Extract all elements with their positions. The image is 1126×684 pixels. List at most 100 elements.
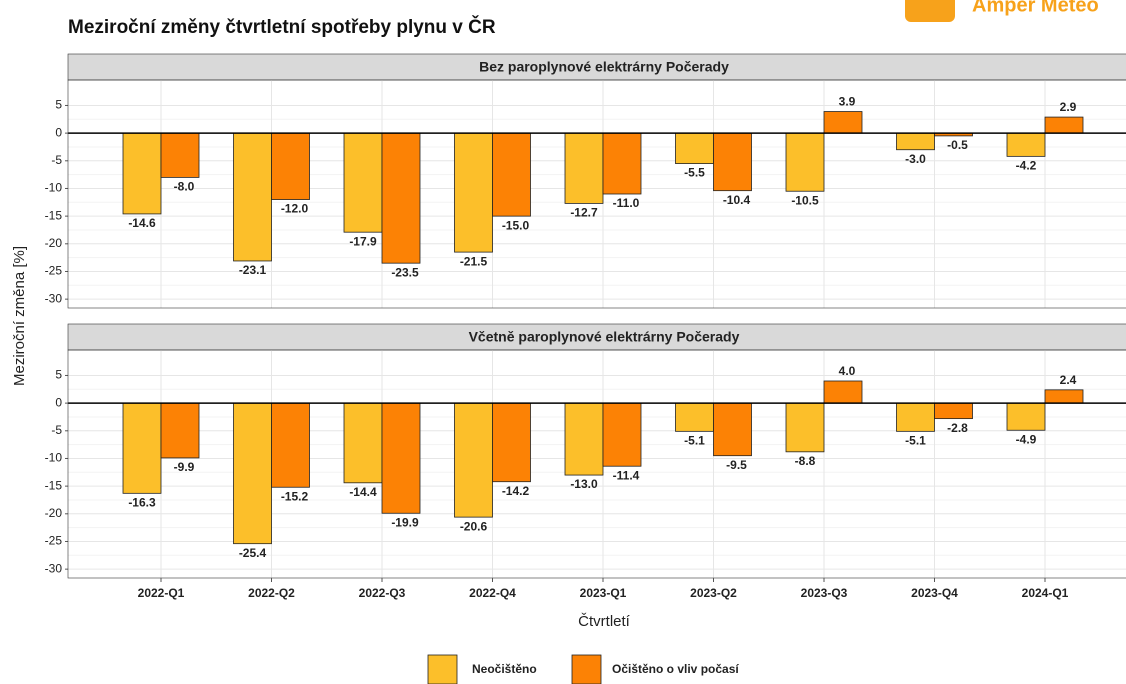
legend-label: Neočištěno bbox=[472, 662, 537, 676]
chart-title: Meziroční změny čtvrtletní spotřeby plyn… bbox=[68, 16, 496, 38]
y-tick-label: -30 bbox=[45, 291, 63, 305]
x-tick-label: 2023-Q3 bbox=[801, 586, 848, 600]
data-label: -14.2 bbox=[502, 484, 530, 498]
data-label: -12.0 bbox=[281, 202, 309, 216]
x-tick-label: 2024-Q1 bbox=[1022, 586, 1069, 600]
bar bbox=[160, 402, 200, 459]
bar bbox=[675, 402, 714, 432]
data-label: -23.5 bbox=[391, 265, 419, 279]
y-tick-label: -15 bbox=[45, 478, 63, 492]
data-label: -0.5 bbox=[947, 138, 968, 152]
data-label: -9.9 bbox=[174, 460, 195, 474]
bar bbox=[602, 402, 642, 467]
data-label: -14.6 bbox=[128, 216, 156, 230]
x-tick-label: 2023-Q2 bbox=[690, 586, 737, 600]
data-label: -23.1 bbox=[239, 263, 267, 277]
legend-label: Očištěno o vliv počasí bbox=[612, 662, 739, 676]
y-tick-label: -15 bbox=[45, 208, 63, 222]
y-tick-label: 0 bbox=[55, 125, 62, 139]
x-tick-label: 2023-Q4 bbox=[911, 586, 958, 600]
data-label: -19.9 bbox=[391, 515, 419, 529]
y-tick-label: 5 bbox=[55, 368, 62, 382]
bar bbox=[381, 132, 421, 264]
bar bbox=[492, 132, 531, 217]
facet-strip bbox=[67, 323, 1126, 351]
facet-title: Bez paroplynové elektrárny Počerady bbox=[479, 59, 729, 75]
bar bbox=[564, 402, 604, 476]
y-tick-label: -30 bbox=[45, 561, 63, 575]
y-tick-label: -5 bbox=[51, 153, 62, 167]
bar bbox=[934, 402, 973, 420]
data-label: -5.1 bbox=[684, 434, 705, 448]
data-label: -14.4 bbox=[349, 485, 377, 499]
logo-icon bbox=[905, 0, 955, 22]
bar bbox=[896, 402, 935, 432]
x-tick-label: 2023-Q1 bbox=[580, 586, 627, 600]
data-label: -12.7 bbox=[570, 206, 598, 220]
data-label: -9.5 bbox=[726, 458, 747, 472]
bar bbox=[1044, 389, 1084, 404]
x-tick-label: 2022-Q2 bbox=[248, 586, 295, 600]
bar bbox=[492, 402, 531, 483]
bar bbox=[271, 402, 310, 488]
data-label: -16.3 bbox=[128, 496, 156, 510]
bar bbox=[1006, 402, 1046, 431]
y-tick-label: -25 bbox=[45, 264, 63, 278]
x-tick-label: 2022-Q1 bbox=[138, 586, 185, 600]
bar bbox=[233, 132, 272, 262]
bar bbox=[602, 132, 642, 195]
y-axis-label: Meziroční změna [%] bbox=[11, 246, 28, 386]
bar bbox=[160, 132, 200, 178]
data-label: -13.0 bbox=[570, 477, 598, 491]
data-label: -4.9 bbox=[1016, 432, 1037, 446]
data-label: -5.1 bbox=[905, 434, 926, 448]
data-label: -17.9 bbox=[349, 234, 377, 248]
panel-border bbox=[67, 79, 1126, 309]
data-label: -21.5 bbox=[460, 254, 488, 268]
data-label: 2.9 bbox=[1060, 100, 1077, 114]
bar bbox=[713, 402, 752, 457]
bar bbox=[122, 132, 162, 215]
bar bbox=[713, 132, 752, 192]
bar bbox=[343, 402, 383, 484]
y-tick-label: 5 bbox=[55, 98, 62, 112]
bar bbox=[454, 402, 493, 518]
x-axis-label: Čtvrtletí bbox=[578, 613, 631, 630]
y-tick-label: -20 bbox=[45, 236, 63, 250]
data-label: -5.5 bbox=[684, 166, 705, 180]
data-label: -15.2 bbox=[281, 489, 309, 503]
panel-border bbox=[67, 349, 1126, 579]
bar bbox=[785, 132, 825, 192]
data-label: 3.9 bbox=[839, 95, 856, 109]
bar bbox=[1006, 132, 1046, 157]
data-label: -4.2 bbox=[1016, 159, 1037, 173]
data-label: 2.4 bbox=[1060, 373, 1077, 387]
data-label: -3.0 bbox=[905, 152, 926, 166]
bar bbox=[1044, 116, 1084, 134]
bar bbox=[785, 402, 825, 453]
bar bbox=[454, 132, 493, 253]
data-label: -8.0 bbox=[174, 180, 195, 194]
bar bbox=[122, 402, 162, 494]
data-label: -25.4 bbox=[239, 546, 267, 560]
y-tick-label: -5 bbox=[51, 423, 62, 437]
legend-swatch bbox=[571, 654, 602, 684]
data-label: -10.4 bbox=[723, 193, 751, 207]
facet-strip bbox=[67, 53, 1126, 81]
data-label: -2.8 bbox=[947, 421, 968, 435]
x-tick-label: 2022-Q3 bbox=[359, 586, 406, 600]
data-label: -20.6 bbox=[460, 519, 488, 533]
bar bbox=[381, 402, 421, 514]
bar bbox=[675, 132, 714, 164]
data-label: 4.0 bbox=[839, 364, 856, 378]
data-label: -15.0 bbox=[502, 218, 530, 232]
y-tick-label: -20 bbox=[45, 506, 63, 520]
data-label: -11.4 bbox=[613, 468, 640, 482]
y-tick-label: -10 bbox=[45, 451, 63, 465]
legend-swatch bbox=[427, 654, 458, 684]
y-tick-label: 0 bbox=[55, 395, 62, 409]
y-tick-label: -10 bbox=[45, 181, 63, 195]
logo-text: Amper Meteo bbox=[972, 0, 1099, 16]
data-label: -11.0 bbox=[613, 196, 640, 210]
